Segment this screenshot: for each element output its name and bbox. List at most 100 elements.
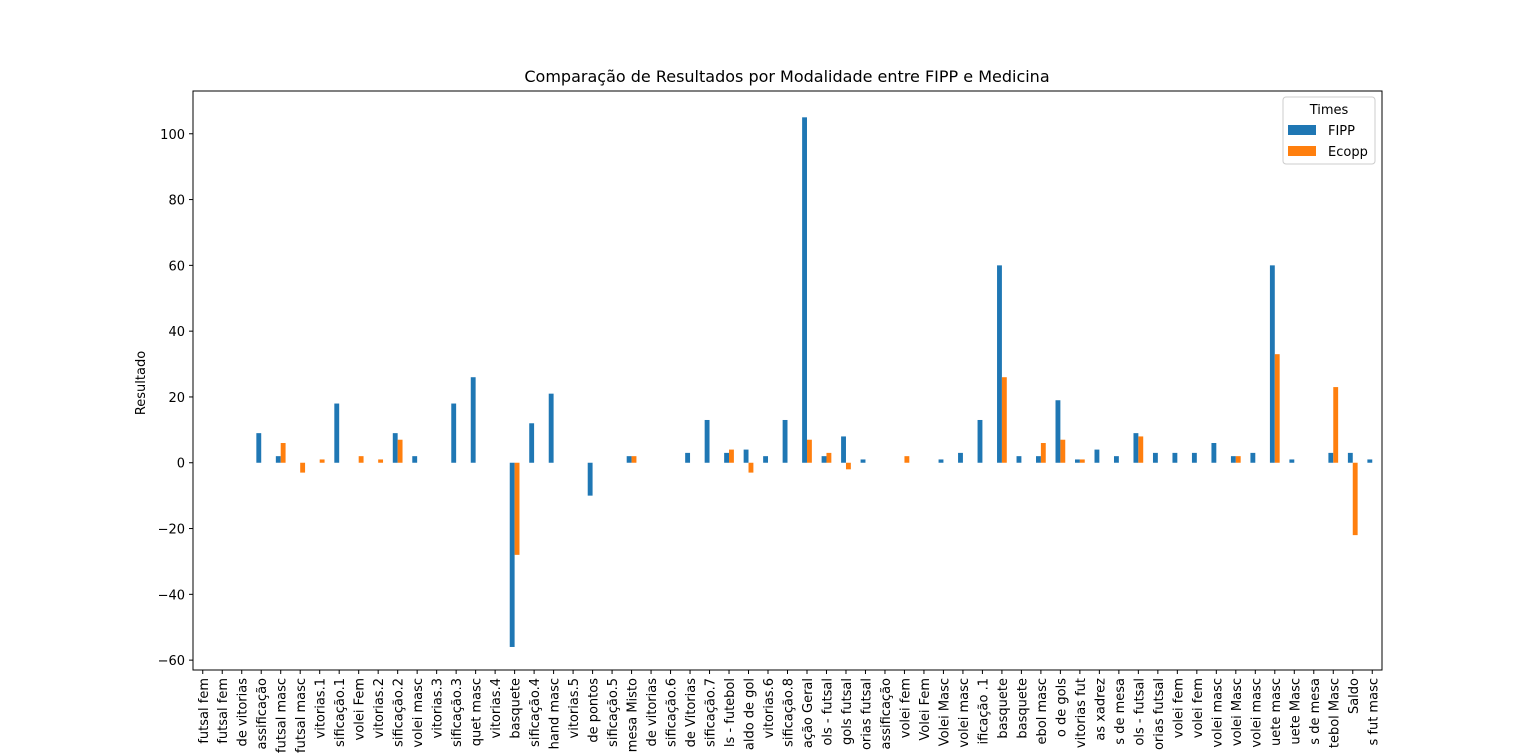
x-tick-label: sificação.5 — [606, 678, 621, 747]
bar-fipp-40 — [977, 419, 983, 463]
bar-fipp-25 — [685, 452, 691, 463]
bar-ecopp-8 — [358, 456, 364, 463]
bar-fipp-34 — [860, 459, 866, 463]
x-tick-label: volei Masc — [1230, 678, 1245, 746]
y-axis-label: Resultado — [134, 351, 149, 415]
x-tick-label: futsal fem — [197, 678, 212, 744]
bar-fipp-10 — [392, 433, 398, 463]
x-tick-label: aldo de gol — [743, 678, 758, 750]
x-tick-label: quet masc — [470, 678, 485, 746]
bar-fipp-60 — [1367, 459, 1373, 463]
x-tick-label: de Vitorias — [684, 678, 699, 748]
bar-fipp-39 — [958, 452, 963, 463]
x-tick-label: basquete — [1015, 678, 1030, 739]
x-tick-label: hand masc — [548, 678, 563, 749]
x-tick-label: Volei Fem — [918, 678, 933, 741]
legend-label-ecopp: Ecopp — [1328, 145, 1368, 160]
bar-fipp-30 — [782, 419, 788, 463]
bar-ecopp-43 — [1040, 443, 1046, 463]
x-tick-label: vitorias.5 — [567, 678, 582, 738]
x-tick-label: ação Geral — [801, 678, 816, 748]
bar-fipp-31 — [802, 117, 807, 463]
x-tick-label: sificação.8 — [782, 678, 797, 747]
bar-fipp-22 — [626, 456, 632, 463]
x-tick-label: futsal masc — [294, 678, 309, 753]
x-tick-label: ebol masc — [1035, 678, 1050, 745]
bar-ecopp-33 — [845, 462, 851, 470]
bar-ecopp-22 — [631, 456, 637, 463]
bar-fipp-44 — [1055, 400, 1061, 463]
bar-fipp-58 — [1328, 452, 1334, 463]
bar-ecopp-53 — [1235, 456, 1241, 463]
legend-title: Times — [1309, 103, 1349, 118]
x-tick-label: as xadrez — [1093, 678, 1108, 741]
x-tick-label: sificação.2 — [392, 678, 407, 747]
bar-fipp-27 — [724, 452, 730, 463]
bar-fipp-7 — [334, 403, 340, 463]
bar-fipp-49 — [1152, 452, 1158, 463]
x-tick-label: ols - futsal — [1132, 678, 1147, 746]
bar-fipp-14 — [470, 377, 476, 463]
x-tick-label: vitorias.4 — [489, 678, 504, 738]
x-tick-label: volei fem — [1191, 678, 1206, 738]
x-tick-label: sificação.6 — [665, 678, 680, 747]
x-tick-label: futsal masc — [275, 678, 290, 753]
bar-ecopp-6 — [319, 459, 325, 463]
y-tick-label: 20 — [168, 391, 185, 406]
x-tick-label: uete Masc — [1288, 678, 1303, 745]
bar-ecopp-31 — [806, 439, 812, 463]
bar-ecopp-27 — [729, 449, 734, 463]
y-tick-label: 0 — [177, 457, 185, 472]
x-tick-label: ificação .1 — [976, 678, 991, 745]
bar-ecopp-4 — [280, 443, 286, 463]
x-tick-label: mesa Misto — [626, 678, 641, 752]
bar-ecopp-32 — [826, 452, 832, 463]
bar-fipp-54 — [1250, 452, 1256, 463]
x-tick-label: sificação.3 — [450, 678, 465, 747]
bars-group — [256, 117, 1373, 647]
bar-fipp-52 — [1211, 443, 1217, 463]
x-tick-label: volei Fem — [353, 678, 368, 740]
x-tick-label: tebol Masc — [1327, 678, 1342, 748]
x-tick-label: s de mesa — [1308, 678, 1323, 745]
bar-fipp-29 — [763, 456, 769, 463]
x-tick-label: volei masc — [1249, 678, 1264, 748]
bar-ecopp-5 — [300, 462, 306, 473]
bar-ecopp-59 — [1352, 462, 1358, 536]
x-tick-label: vitorias.3 — [431, 678, 446, 738]
x-tick-label: vitorias.1 — [314, 678, 329, 738]
x-tick-label: sificação.4 — [528, 678, 543, 747]
chart-title: Comparação de Resultados por Modalidade … — [524, 67, 1049, 86]
bar-ecopp-58 — [1333, 387, 1339, 463]
bar-fipp-32 — [821, 456, 827, 463]
x-tick-label: s de mesa — [1113, 678, 1128, 745]
bar-fipp-47 — [1113, 456, 1119, 463]
bar-fipp-11 — [412, 456, 418, 463]
x-tick-label: Volei Masc — [937, 678, 952, 746]
x-tick-label: orias futsal — [859, 678, 874, 750]
bar-ecopp-41 — [1001, 377, 1007, 463]
bar-fipp-46 — [1094, 449, 1100, 463]
bar-fipp-33 — [841, 436, 846, 463]
x-tick-label: assificação — [255, 678, 270, 750]
bar-ecopp-45 — [1079, 459, 1085, 463]
bar-ecopp-28 — [748, 462, 754, 473]
bar-fipp-18 — [548, 393, 554, 463]
x-tick-label: volei masc — [411, 678, 426, 748]
bar-fipp-50 — [1172, 452, 1178, 463]
x-tick-label: de pontos — [587, 678, 602, 743]
x-tick-label: volei masc — [1210, 678, 1225, 748]
legend-swatch-fipp — [1288, 125, 1316, 135]
x-tick-label: sificação.1 — [333, 678, 348, 747]
bar-fipp-51 — [1191, 452, 1197, 463]
x-tick-label: de vitorias — [236, 678, 251, 747]
bar-fipp-55 — [1269, 265, 1275, 463]
bar-ecopp-55 — [1274, 354, 1280, 463]
x-tick-label: vitorias.6 — [762, 678, 777, 738]
x-tick-label: orias futsal — [1152, 678, 1167, 750]
bar-ecopp-16 — [514, 462, 520, 555]
bar-fipp-42 — [1016, 456, 1022, 463]
x-tick-label: futsal fem — [216, 678, 231, 744]
bar-fipp-4 — [275, 456, 281, 463]
legend-swatch-ecopp — [1288, 146, 1316, 156]
